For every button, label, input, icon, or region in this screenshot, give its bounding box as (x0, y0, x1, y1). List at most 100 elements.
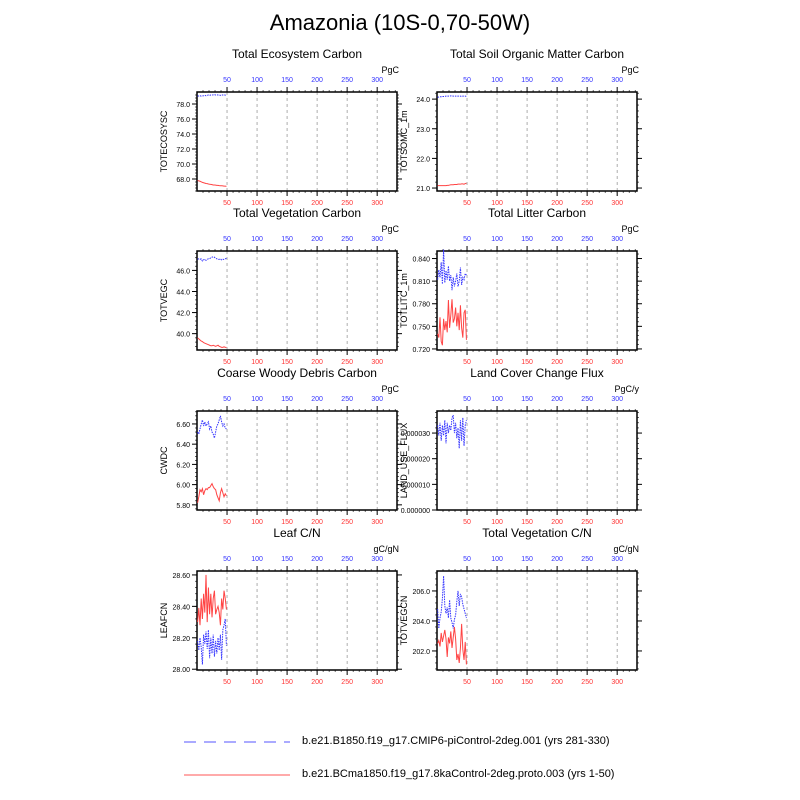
plot-frame (436, 410, 638, 511)
plot-frame (196, 91, 398, 192)
x-tick-label-bottom: 50 (223, 519, 231, 526)
y-tick-label: 28.20 (172, 636, 190, 643)
y-tick-label: 6.40 (176, 442, 190, 449)
x-tick-label-top: 150 (521, 77, 533, 84)
y-tick-label: 21.0 (416, 186, 430, 193)
panel-5: Land Cover Change Flux PgC/y LAND_USE_FLUX… (399, 366, 642, 526)
panel-title: Total Vegetation C/N (482, 526, 591, 540)
x-tick-label-top: 150 (521, 396, 533, 403)
x-tick-label-bottom: 50 (223, 359, 231, 366)
x-tick-label-bottom: 100 (251, 359, 263, 366)
x-tick-label-bottom: 250 (581, 359, 593, 366)
x-tick-label-top: 150 (281, 236, 293, 243)
y-tick-label: 23.0 (416, 127, 430, 134)
x-tick-label-top: 150 (521, 236, 533, 243)
x-tick-label-bottom: 50 (223, 200, 231, 207)
y-tick-label: 0.840 (412, 257, 430, 264)
y-tick-label: 0.000000 (401, 508, 430, 515)
x-tick-label-top: 100 (491, 396, 503, 403)
y-axis-label: TOTLITC_1m (399, 273, 409, 328)
x-tick-label-top: 100 (491, 556, 503, 563)
units-label: PgC (381, 384, 399, 394)
y-tick-label: 28.60 (172, 573, 190, 580)
series-line-picontrol (197, 94, 227, 97)
x-tick-label-bottom: 250 (341, 519, 353, 526)
units-label: PgC (381, 65, 399, 75)
x-tick-label-bottom: 300 (371, 200, 383, 207)
units-label: PgC/y (614, 384, 639, 394)
panel-title: Total Vegetation Carbon (233, 206, 361, 220)
x-tick-label-bottom: 100 (251, 200, 263, 207)
x-tick-label-top: 50 (223, 77, 231, 84)
x-tick-label-bottom: 250 (581, 519, 593, 526)
panel-4: Coarse Woody Debris Carbon PgC CWDC 50 50 100… (159, 366, 402, 526)
series-line-picontrol (197, 415, 227, 439)
y-tick-label: 0.780 (412, 302, 430, 309)
x-tick-label-top: 250 (581, 396, 593, 403)
x-tick-label-top: 200 (551, 396, 563, 403)
x-tick-label-top: 50 (463, 396, 471, 403)
y-tick-label: 0.810 (412, 279, 430, 286)
y-tick-label: 72.0 (176, 147, 190, 154)
y-axis-label: TOTVEGC (159, 278, 169, 322)
y-tick-label: 22.0 (416, 156, 430, 163)
x-tick-label-bottom: 300 (371, 519, 383, 526)
panel-3: Total Litter Carbon PgC TOTLITC_1m 50 50 100 1… (399, 206, 642, 366)
series-line-picontrol (437, 414, 467, 449)
series-line-picontrol (437, 575, 467, 629)
x-tick-label-top: 50 (223, 556, 231, 563)
panel-0: Total Ecosystem Carbon PgC TOTECOSYSC 50 50 1… (159, 47, 402, 207)
y-axis-label: CWDC (159, 446, 169, 474)
x-tick-label-top: 200 (551, 77, 563, 84)
units-label: PgC (621, 224, 639, 234)
series-line-8kacontrol (437, 299, 467, 346)
y-tick-label: 5.80 (176, 503, 190, 510)
x-tick-label-bottom: 50 (463, 200, 471, 207)
series-line-8kacontrol (197, 482, 227, 503)
y-tick-label: 74.0 (176, 132, 190, 139)
x-tick-label-bottom: 250 (341, 200, 353, 207)
panel-7: Total Vegetation C/N gC/gN TOTVEGCN 50 50 100… (399, 526, 642, 686)
x-tick-label-bottom: 200 (311, 359, 323, 366)
x-tick-label-top: 250 (341, 396, 353, 403)
plot-frame (196, 250, 398, 351)
x-tick-label-top: 300 (611, 236, 623, 243)
figure-title: Amazonia (10S-0,70-50W) (269, 10, 531, 35)
panel-title: Total Litter Carbon (488, 206, 586, 220)
x-tick-label-bottom: 150 (281, 359, 293, 366)
x-tick-label-top: 200 (311, 236, 323, 243)
x-tick-label-top: 50 (223, 236, 231, 243)
y-tick-label: 40.0 (176, 332, 190, 339)
y-tick-label: 76.0 (176, 117, 190, 124)
y-tick-label: 0.000030 (401, 431, 430, 438)
x-tick-label-bottom: 300 (611, 679, 623, 686)
y-tick-label: 70.0 (176, 162, 190, 169)
x-tick-label-bottom: 50 (463, 679, 471, 686)
y-tick-label: 6.60 (176, 422, 190, 429)
x-tick-label-bottom: 150 (281, 519, 293, 526)
legend-label-picontrol: b.e21.B1850.f19_g17.CMIP6-piControl-2deg… (302, 735, 610, 747)
x-tick-label-top: 250 (581, 236, 593, 243)
x-tick-label-top: 250 (341, 556, 353, 563)
x-tick-label-top: 100 (491, 236, 503, 243)
plot-frame (196, 410, 398, 511)
x-tick-label-top: 100 (251, 556, 263, 563)
y-tick-label: 44.0 (176, 289, 190, 296)
x-tick-label-top: 200 (311, 556, 323, 563)
y-tick-label: 46.0 (176, 268, 190, 275)
x-tick-label-bottom: 100 (251, 679, 263, 686)
series-line-picontrol (197, 618, 227, 665)
x-tick-label-top: 200 (311, 77, 323, 84)
x-tick-label-top: 250 (341, 236, 353, 243)
x-tick-label-top: 300 (371, 236, 383, 243)
y-tick-label: 0.000020 (401, 457, 430, 464)
series-line-8kacontrol (437, 182, 467, 187)
x-tick-label-top: 150 (281, 396, 293, 403)
y-tick-label: 28.00 (172, 667, 190, 674)
y-tick-label: 24.0 (416, 97, 430, 104)
series-line-8kacontrol (197, 337, 227, 348)
plot-frame (436, 250, 638, 351)
x-tick-label-bottom: 50 (463, 519, 471, 526)
y-tick-label: 0.720 (412, 347, 430, 354)
